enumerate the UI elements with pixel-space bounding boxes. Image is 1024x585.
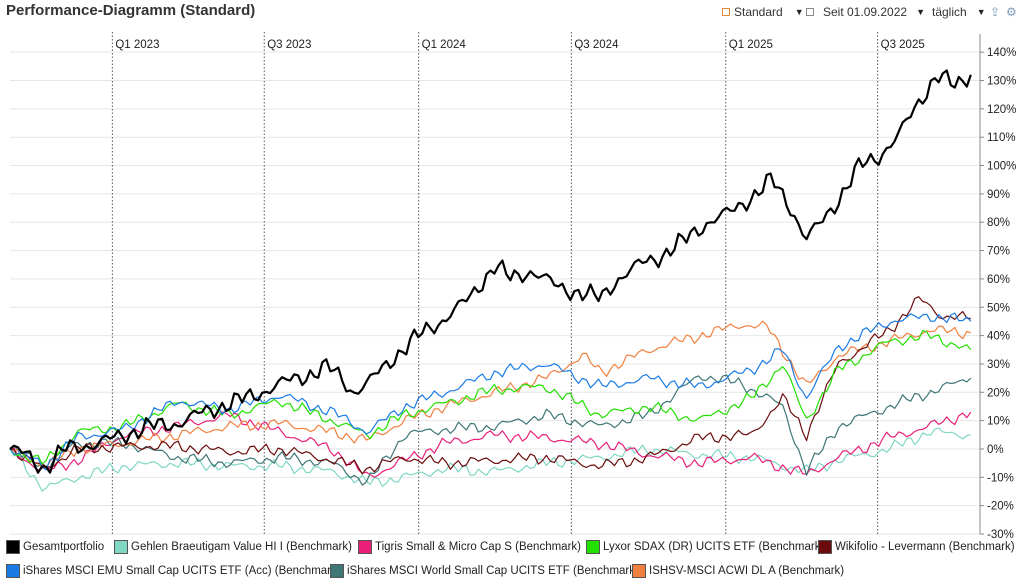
- legend-swatch: [114, 540, 128, 554]
- y-tick-label: 50%: [987, 302, 1010, 314]
- legend-swatch: [6, 564, 20, 578]
- legend-item[interactable]: Wikifolio - Levermann (Benchmark): [818, 540, 1015, 554]
- series-line: [9, 329, 972, 465]
- y-tick-label: 10%: [987, 416, 1010, 428]
- interval-label: täglich: [932, 5, 967, 19]
- page-title: Performance-Diagramm (Standard): [6, 2, 256, 19]
- y-tick-label: -30%: [987, 529, 1014, 538]
- y-tick-label: 120%: [987, 104, 1016, 116]
- view-dropdown[interactable]: Standard ▼: [722, 5, 804, 19]
- series-lines: [9, 69, 972, 492]
- quarter-label: Q1 2025: [729, 39, 773, 51]
- legend-swatch: [6, 540, 20, 554]
- legend-label: iShares MSCI EMU Small Cap UCITS ETF (Ac…: [23, 565, 341, 577]
- series-line: [9, 320, 971, 470]
- legend-swatch: [818, 540, 832, 554]
- y-tick-label: 110%: [987, 132, 1016, 144]
- y-tick-label: 60%: [987, 274, 1010, 286]
- quarter-markers: Q1 2023 Q3 2023 Q1 2024 Q3 2024 Q1 2025 Q3 20…: [111, 32, 925, 534]
- y-tick-label: 80%: [987, 217, 1010, 229]
- caret-down-icon: ▼: [794, 7, 804, 17]
- since-label: Seit 01.09.2022: [823, 5, 908, 19]
- legend-label: Gesamtportfolio: [23, 541, 105, 553]
- legend-label: Lyxor SDAX (DR) UCITS ETF (Benchmark): [603, 541, 825, 553]
- y-tick-label: -10%: [987, 472, 1014, 484]
- y-tick-label: 20%: [987, 387, 1010, 399]
- y-tick-label: 30%: [987, 359, 1010, 371]
- legend-label: iShares MSCI World Small Cap UCITS ETF (…: [347, 565, 639, 577]
- chart-header: Performance-Diagramm (Standard) Standard…: [0, 0, 1024, 26]
- legend-swatch: [632, 564, 646, 578]
- series-line: [9, 427, 971, 492]
- series-line: [9, 312, 972, 471]
- legend-swatch: [330, 564, 344, 578]
- y-tick-label: 40%: [987, 331, 1010, 343]
- y-tick-label: 130%: [987, 76, 1016, 88]
- caret-down-icon: ▼: [916, 7, 925, 17]
- settings-button[interactable]: ⚙: [1006, 5, 1017, 19]
- y-tick-label: -20%: [987, 501, 1014, 513]
- legend-item[interactable]: Gesamtportfolio: [6, 540, 104, 554]
- legend-label: Tigris Small & Micro Cap S (Benchmark): [375, 541, 581, 553]
- series-line: [9, 374, 972, 486]
- export-button[interactable]: ⇪: [990, 5, 1000, 19]
- y-tick-label: 70%: [987, 246, 1010, 258]
- performance-chart: Q1 2023 Q3 2023 Q1 2024 Q3 2024 Q1 2025 Q3 20…: [9, 32, 1016, 538]
- legend-item[interactable]: ISHSV-MSCI ACWI DL A (Benchmark): [632, 564, 844, 578]
- legend-label: ISHSV-MSCI ACWI DL A (Benchmark): [649, 565, 845, 577]
- legend-swatch: [358, 540, 372, 554]
- view-square-icon: [722, 8, 730, 16]
- series-line: [9, 296, 971, 475]
- y-tick-label: 90%: [987, 189, 1010, 201]
- upload-icon: ⇪: [990, 5, 1001, 19]
- series-line: [9, 411, 972, 478]
- quarter-label: Q3 2025: [881, 39, 925, 51]
- legend-label: Gehlen Braeutigam Value HI I (Benchmark): [131, 541, 352, 553]
- legend-item[interactable]: iShares MSCI EMU Small Cap UCITS ETF (Ac…: [6, 564, 341, 578]
- y-tick-label: 0%: [987, 444, 1004, 456]
- legend-swatch: [586, 540, 600, 554]
- y-tick-label: 140%: [987, 47, 1016, 59]
- series-line: [9, 69, 972, 474]
- grid: [10, 51, 980, 535]
- quarter-label: Q1 2024: [422, 39, 467, 51]
- calendar-icon: [806, 8, 814, 16]
- quarter-label: Q1 2023: [115, 39, 159, 51]
- legend-item[interactable]: Tigris Small & Micro Cap S (Benchmark): [358, 540, 581, 554]
- legend-item[interactable]: Lyxor SDAX (DR) UCITS ETF (Benchmark): [586, 540, 824, 554]
- y-ticks: -30% -20% -10% 0% 10% 20% 30% 40% 50% 60% 70% 80% 90…: [980, 47, 1016, 538]
- legend-label: Wikifolio - Levermann (Benchmark): [835, 541, 1015, 553]
- caret-down-icon: ▼: [976, 7, 986, 17]
- gear-icon: ⚙: [1006, 5, 1017, 19]
- y-tick-label: 100%: [987, 161, 1016, 173]
- interval-dropdown[interactable]: täglich ▼: [932, 5, 986, 19]
- legend-item[interactable]: iShares MSCI World Small Cap UCITS ETF (…: [330, 564, 639, 578]
- quarter-label: Q3 2023: [267, 39, 311, 51]
- legend-item[interactable]: Gehlen Braeutigam Value HI I (Benchmark): [114, 540, 352, 554]
- quarter-label: Q3 2024: [574, 39, 619, 51]
- since-dropdown[interactable]: Seit 01.09.2022 ▼: [806, 5, 925, 19]
- view-label: Standard: [734, 5, 783, 19]
